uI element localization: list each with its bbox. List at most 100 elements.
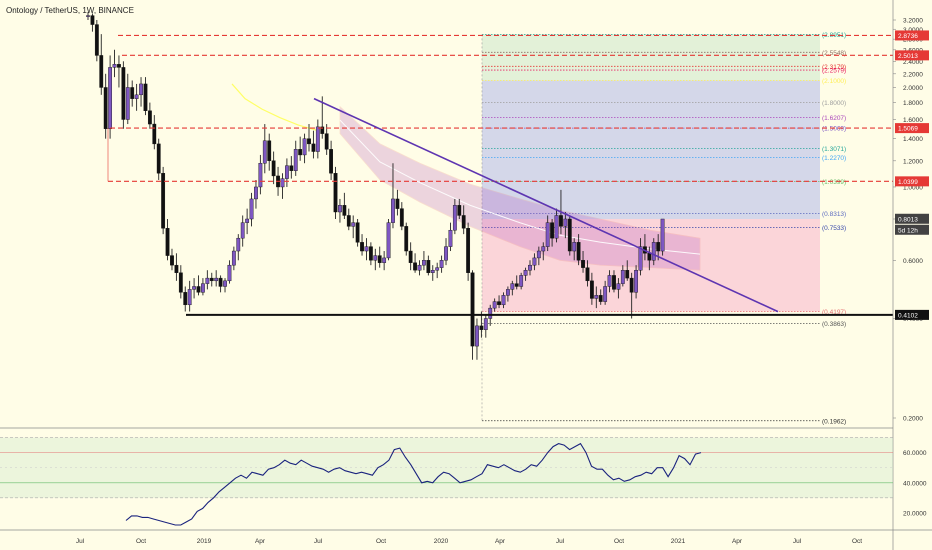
x-tick-label: Jul [556, 538, 565, 545]
candle [368, 242, 373, 266]
y-tick-label: 2.4000 [903, 59, 923, 66]
candle [139, 77, 143, 107]
candle [399, 202, 404, 231]
y-tick-label: 1.8000 [903, 100, 923, 107]
candle-body [501, 295, 506, 306]
candle [240, 215, 245, 247]
candle-body [254, 186, 258, 200]
candle-body [585, 267, 590, 282]
candle [625, 260, 630, 281]
y-tick-label: 1.0000 [903, 184, 923, 191]
candle [227, 260, 232, 284]
candle [466, 222, 471, 281]
candle-body [422, 260, 426, 266]
candle [307, 124, 311, 152]
candle-body [439, 260, 444, 268]
fib-level-label: (0.3863) [822, 321, 846, 328]
fib-level-label: (1.6207) [822, 115, 846, 122]
candle-body [236, 237, 241, 252]
candle-body [514, 283, 519, 287]
y-tick-label: 2.0000 [903, 85, 923, 92]
fib-level-label: (1.8000) [822, 100, 846, 107]
price-label-box [895, 30, 929, 41]
candle-body [435, 267, 440, 271]
rsi-tick-label: 40.0000 [903, 480, 927, 487]
candle [161, 166, 166, 235]
candle-body [603, 286, 608, 302]
candle [545, 215, 550, 252]
candle-body [567, 218, 572, 252]
y-tick-label: 1.4000 [903, 136, 923, 143]
candle [152, 115, 157, 150]
fib-level-label: (1.2270) [822, 155, 846, 162]
candle-body [245, 218, 250, 223]
fib-green-zone [482, 34, 820, 81]
candle-body [607, 275, 612, 287]
candle-body [417, 264, 422, 271]
candle-body [143, 83, 148, 111]
candle-body [506, 289, 510, 296]
candle [338, 198, 342, 223]
candle [585, 260, 590, 287]
candle-body [125, 87, 130, 120]
candle-body [302, 138, 307, 156]
candle-body [271, 160, 276, 177]
candle [99, 34, 104, 95]
candle-body [638, 246, 643, 271]
y-tick-label: 0.2000 [903, 416, 923, 423]
candle [620, 265, 625, 287]
candle-body [572, 242, 577, 252]
candle [572, 238, 577, 261]
candle [475, 318, 479, 360]
candle-body [311, 143, 316, 152]
price-label: 1.0399 [898, 179, 918, 186]
candle [382, 251, 387, 271]
candle [267, 133, 272, 171]
candle [121, 61, 126, 129]
candle-body [651, 242, 656, 261]
candle [514, 275, 519, 290]
candle [377, 246, 382, 268]
fib-level-label: (1.3071) [822, 146, 846, 153]
price-label-box [895, 213, 929, 224]
candle-body [227, 264, 232, 282]
candle [554, 208, 559, 243]
candle [612, 270, 616, 293]
candle [346, 208, 351, 231]
candle [94, 20, 99, 62]
candle [117, 55, 121, 88]
candle-body [510, 283, 515, 290]
candle-body [94, 24, 99, 56]
candle-body [192, 286, 196, 290]
candle [373, 248, 378, 271]
fib-level-label: (1.0399) [822, 179, 846, 186]
candle-body [139, 83, 143, 96]
candle-body [156, 143, 161, 174]
price-label: 0.8013 [898, 216, 918, 223]
candle-body [320, 126, 325, 134]
fib-level-label: (0.4197) [822, 309, 846, 316]
candle-body [466, 228, 471, 273]
candle [589, 272, 594, 305]
candle [108, 55, 113, 139]
y-tick-label: 1.2000 [903, 158, 923, 165]
candle [408, 242, 413, 271]
candle [581, 251, 585, 273]
candle-body [656, 242, 661, 252]
candle [629, 272, 634, 319]
candle [249, 192, 254, 227]
candle-body [170, 255, 174, 266]
candle [214, 270, 219, 287]
candle-body [475, 325, 479, 347]
candle-body [563, 218, 568, 227]
candle-body [550, 222, 555, 239]
candle [439, 255, 444, 273]
candle-body [559, 215, 563, 227]
candle [430, 265, 435, 281]
candle [355, 219, 360, 247]
candle-body [634, 270, 638, 293]
candle-body [267, 140, 272, 161]
x-tick-label: Apr [255, 538, 266, 545]
candle-body [444, 246, 448, 261]
